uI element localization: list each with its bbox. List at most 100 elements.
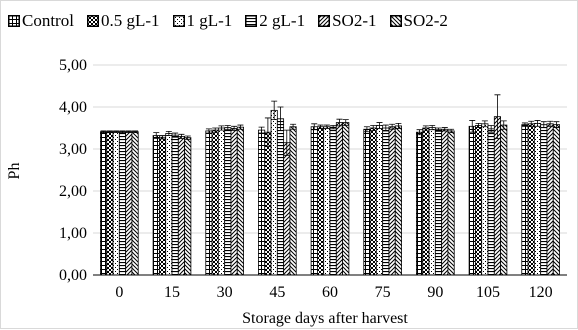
y-tick-label: 4,00 xyxy=(59,99,87,116)
legend-swatch xyxy=(86,15,99,27)
error-bar xyxy=(113,130,120,134)
legend-item: SO2-2 xyxy=(389,11,448,31)
bar-0-5-gl-1-30 xyxy=(211,129,219,276)
legend-swatch xyxy=(8,15,20,27)
legend-swatch xyxy=(389,15,402,27)
bar-1-gl-1-120 xyxy=(533,122,542,276)
bar-control-15 xyxy=(152,135,160,276)
bar-2-gl-1-90 xyxy=(434,129,443,276)
error-bar xyxy=(132,130,139,134)
bar-1-gl-1-60 xyxy=(323,126,331,276)
x-tick-label: 120 xyxy=(529,284,553,301)
bar-0-5-gl-1-75 xyxy=(369,127,377,276)
error-bar xyxy=(119,130,126,134)
bar-1-gl-1-75 xyxy=(375,125,384,276)
bar-2-gl-1-45 xyxy=(276,118,285,276)
bar-0-5-gl-1-0 xyxy=(106,131,114,276)
error-bar xyxy=(488,125,495,133)
error-bar xyxy=(376,122,383,129)
error-bar xyxy=(382,124,389,132)
legend-label: 2 gL-1 xyxy=(259,11,306,30)
bar-0-5-gl-1-120 xyxy=(527,123,535,276)
bar-control-120 xyxy=(521,124,529,276)
bar-0-5-gl-1-15 xyxy=(158,136,167,276)
error-bar xyxy=(441,127,448,132)
error-bar xyxy=(416,129,423,136)
bar-so2-1-45 xyxy=(283,142,291,276)
legend-item: 2 gL-1 xyxy=(245,11,305,31)
error-bar xyxy=(547,120,554,127)
x-tick-label: 15 xyxy=(164,284,180,301)
bar-so2-1-105 xyxy=(493,116,501,276)
error-bar xyxy=(153,132,160,139)
error-bar xyxy=(540,121,547,128)
legend: Control 0.5 gL-1 1 gL-1 2 gL-1 SO2-1 SO2-2 xyxy=(8,6,461,36)
error-bar xyxy=(277,106,284,131)
bar-1-gl-1-105 xyxy=(481,123,489,276)
y-tick-label: 3,00 xyxy=(59,141,87,158)
error-bar xyxy=(553,121,560,128)
legend-item: 0.5 gL-1 xyxy=(86,11,160,31)
x-tick-label: 30 xyxy=(217,284,233,301)
error-bar xyxy=(395,122,402,129)
error-bar xyxy=(448,128,455,134)
bar-so2-2-120 xyxy=(552,124,560,276)
error-bar xyxy=(429,125,436,131)
x-tick-label: 60 xyxy=(322,284,338,301)
error-bar xyxy=(106,130,113,134)
bar-so2-1-60 xyxy=(335,122,343,276)
bar-2-gl-1-60 xyxy=(329,126,337,276)
x-tick-label: 75 xyxy=(375,284,391,301)
y-tick-label: 0,00 xyxy=(59,267,87,284)
error-bar xyxy=(422,125,429,131)
error-bar xyxy=(342,119,349,126)
error-bar xyxy=(172,132,179,138)
legend-label: SO2-1 xyxy=(332,11,377,30)
bar-control-90 xyxy=(416,131,424,276)
bar-so2-1-0 xyxy=(125,131,133,276)
error-bar xyxy=(481,120,488,128)
error-bar xyxy=(283,129,290,156)
error-bar xyxy=(271,100,278,120)
bar-0-5-gl-1-90 xyxy=(422,127,430,276)
bar-2-gl-1-75 xyxy=(382,127,390,276)
error-bar xyxy=(521,122,528,127)
legend-swatch xyxy=(318,15,331,27)
error-bar xyxy=(205,128,212,134)
error-bar xyxy=(184,135,191,140)
error-bar xyxy=(224,125,231,131)
bar-2-gl-1-120 xyxy=(540,124,548,276)
bar-1-gl-1-90 xyxy=(428,127,436,276)
bar-so2-1-30 xyxy=(230,128,238,276)
bar-so2-1-75 xyxy=(388,126,396,276)
bar-1-gl-1-0 xyxy=(112,131,120,276)
error-bar xyxy=(237,124,244,130)
error-bar xyxy=(311,123,318,131)
bar-control-30 xyxy=(205,130,213,276)
error-bar xyxy=(218,125,225,131)
error-bar xyxy=(370,125,377,131)
x-tick-label: 45 xyxy=(269,284,285,301)
error-bar xyxy=(264,117,271,147)
bar-2-gl-1-30 xyxy=(224,127,232,276)
bar-control-0 xyxy=(100,131,108,276)
error-bar xyxy=(534,120,541,127)
y-tick-label: 1,00 xyxy=(59,225,87,242)
legend-label: 0.5 gL-1 xyxy=(100,11,160,30)
bar-control-45 xyxy=(258,129,266,276)
bar-so2-2-105 xyxy=(500,124,508,276)
error-bar xyxy=(100,130,107,134)
bar-control-60 xyxy=(310,126,318,276)
bar-1-gl-1-45 xyxy=(270,109,278,276)
error-bar xyxy=(500,120,507,130)
error-bar xyxy=(336,118,343,127)
bar-0-5-gl-1-60 xyxy=(316,126,325,276)
x-tick-label: 105 xyxy=(476,284,500,301)
x-axis-label: Storage days after harvest xyxy=(242,310,408,327)
legend-item: Control xyxy=(8,11,74,31)
error-bar xyxy=(389,123,396,130)
legend-swatch xyxy=(172,15,185,27)
error-bar xyxy=(363,126,370,133)
